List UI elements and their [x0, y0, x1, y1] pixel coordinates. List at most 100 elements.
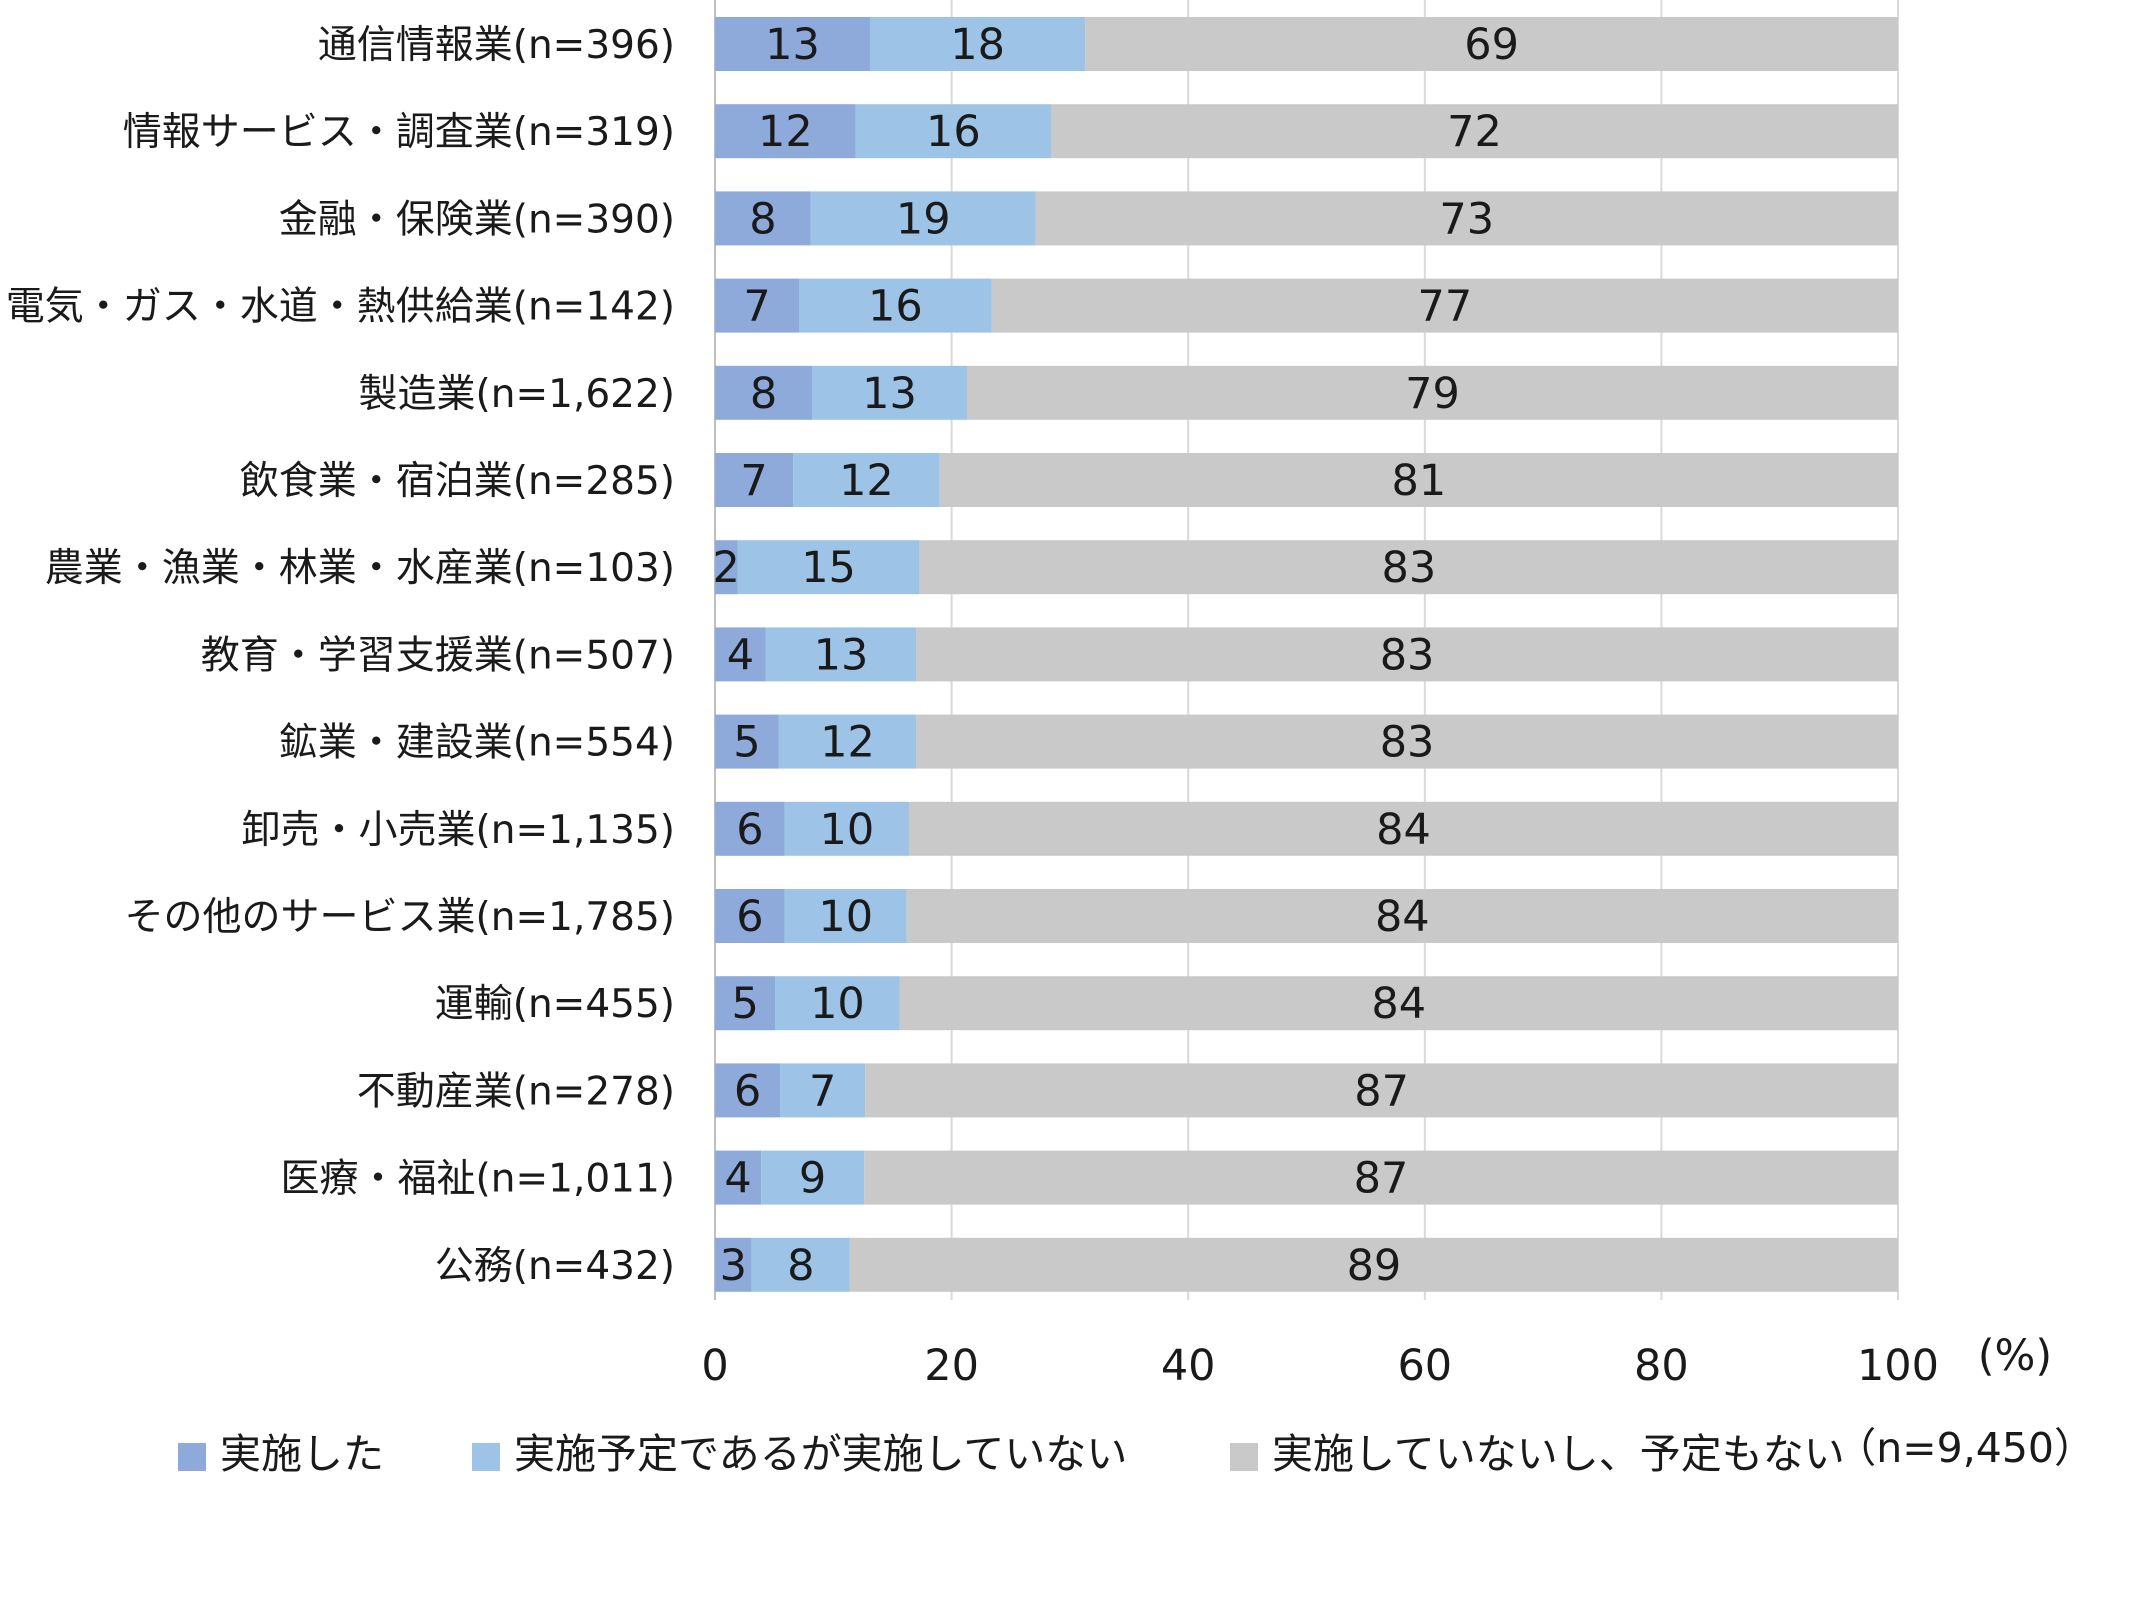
category-label: 製造業(n=1,622) [359, 372, 675, 417]
bar-segment [939, 453, 1898, 507]
bar-segment [715, 714, 779, 769]
value-label: 5 [733, 718, 760, 768]
value-label: 15 [801, 543, 856, 593]
bar-segment [715, 1063, 781, 1118]
x-tick-label: 20 [924, 1341, 979, 1391]
value-label: 8 [749, 194, 776, 244]
value-label: 72 [1447, 107, 1502, 157]
x-tick-label: 60 [1397, 1341, 1452, 1391]
bar-segment [715, 976, 776, 1031]
bar-segment [778, 714, 917, 769]
value-label: 13 [814, 630, 869, 680]
category-label: 電気・ガス・水道・熱供給業(n=142) [6, 285, 675, 330]
bar-segment [916, 627, 1898, 682]
value-label: 83 [1380, 718, 1435, 768]
category-label: 通信情報業(n=396) [318, 23, 675, 68]
value-label: 79 [1405, 369, 1460, 419]
bar-segment [798, 278, 992, 333]
value-label: 13 [765, 20, 820, 70]
value-label: 10 [820, 805, 875, 855]
value-label: 77 [1418, 282, 1473, 332]
bar-segment [812, 365, 967, 420]
value-label: 10 [818, 892, 873, 942]
bar-segment [715, 627, 766, 682]
value-label: 4 [727, 630, 754, 680]
bar-segment [909, 801, 1898, 856]
x-tick-label: 100 [1857, 1341, 1939, 1391]
legend-label: 実施予定であるが実施していない [514, 1430, 1127, 1478]
bar-segment [775, 976, 900, 1031]
value-label: 89 [1347, 1241, 1402, 1291]
value-label: 16 [926, 107, 981, 157]
value-label: 12 [758, 107, 813, 157]
bar-segment [966, 365, 1898, 420]
x-tick-label: 40 [1161, 1341, 1216, 1391]
value-label: 84 [1375, 892, 1430, 942]
bar-segment [1085, 17, 1898, 71]
unit-label: (%) [1978, 1331, 2052, 1381]
value-label: 12 [839, 456, 894, 506]
bar-segment [810, 191, 1036, 246]
category-label: 飲食業・宿泊業(n=285) [240, 459, 675, 504]
bar-segment [784, 801, 910, 856]
value-label: 2 [713, 543, 740, 593]
bar-segment [916, 714, 1898, 769]
bar-segment [849, 1237, 1898, 1292]
bar-segment [715, 1237, 752, 1292]
legend-swatch [178, 1443, 206, 1471]
value-label: 3 [720, 1241, 747, 1291]
category-label: 卸売・小売業(n=1,135) [242, 808, 675, 853]
category-label: 金融・保険業(n=390) [279, 197, 675, 242]
value-label: 4 [724, 1154, 751, 1204]
bar-segment [899, 976, 1898, 1031]
bar-segment [919, 540, 1898, 595]
bar-segment [715, 278, 799, 333]
bar-segment [715, 540, 738, 595]
legend-label: 実施していないし、予定もない [1272, 1430, 1845, 1478]
bar-segment [793, 453, 940, 507]
bar-segment [864, 1150, 1898, 1205]
bar-segment [784, 889, 907, 943]
bar-segment [780, 1063, 866, 1118]
bar-segment [737, 540, 920, 595]
bar-segment [1050, 104, 1898, 159]
value-label: 84 [1371, 979, 1426, 1029]
value-label: 87 [1354, 1154, 1409, 1204]
category-label: 公務(n=432) [435, 1244, 675, 1289]
value-label: 18 [950, 20, 1005, 70]
value-label: 16 [868, 282, 923, 332]
bar-segment [761, 1150, 865, 1205]
category-label: 情報サービス・調査業(n=319) [123, 110, 675, 155]
value-label: 8 [787, 1241, 814, 1291]
bar-segment [1035, 191, 1898, 246]
category-label: 不動産業(n=278) [357, 1069, 675, 1114]
x-tick-label: 80 [1634, 1341, 1689, 1391]
bar-segment [715, 889, 785, 943]
legend-label: 実施した [220, 1430, 384, 1478]
value-label: 7 [743, 282, 770, 332]
category-label: 農業・漁業・林業・水産業(n=103) [45, 546, 675, 591]
bar-segment [715, 17, 870, 71]
value-label: 12 [820, 718, 875, 768]
value-label: 73 [1439, 194, 1494, 244]
x-tick-label: 0 [701, 1341, 728, 1391]
value-label: 6 [736, 805, 763, 855]
bar-segment [715, 104, 856, 159]
value-label: 87 [1354, 1066, 1409, 1116]
value-label: 83 [1380, 630, 1435, 680]
bar-segment [991, 278, 1898, 333]
category-label: 医療・福祉(n=1,011) [281, 1157, 675, 1202]
bar-segment [715, 365, 813, 420]
legend-swatch [472, 1443, 500, 1471]
value-label: 10 [810, 979, 865, 1029]
bar-segment [869, 17, 1086, 71]
value-label: 69 [1464, 20, 1519, 70]
value-label: 81 [1392, 456, 1447, 506]
bar-segment [765, 627, 917, 682]
value-label: 6 [736, 892, 763, 942]
category-label: その他のサービス業(n=1,785) [125, 895, 675, 940]
value-label: 13 [862, 369, 917, 419]
total-n-note: （n=9,450） [1835, 1424, 2095, 1472]
